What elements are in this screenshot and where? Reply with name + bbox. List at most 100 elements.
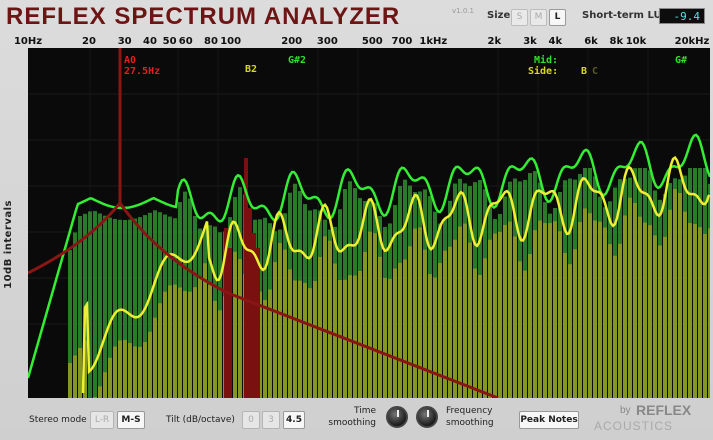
freq-tick-label: 20kHz — [674, 36, 710, 47]
spectrum-bar-side — [433, 277, 437, 398]
peak-notes-button[interactable]: Peak Notes — [519, 411, 579, 429]
spectrum-bar-side — [218, 310, 222, 398]
freq-tick-label: 500 — [361, 36, 383, 47]
spectrum-bar-side — [673, 188, 677, 398]
tilt-3-button[interactable]: 3 — [262, 411, 280, 429]
freq-tick-label: 300 — [316, 36, 338, 47]
spectrum-bar-side — [458, 226, 462, 398]
spectrum-bar-side — [358, 270, 362, 398]
spectrum-bar-side — [288, 269, 292, 398]
spectrum-bar — [103, 215, 107, 398]
stereo-ms-button[interactable]: M-S — [117, 411, 145, 429]
spectrum-bar-side — [338, 279, 342, 398]
spectrum-bar-side — [418, 227, 422, 398]
spectrum-bar-side — [353, 275, 357, 398]
spectrum-bar-side — [73, 355, 77, 398]
spectrum-bar-side — [423, 249, 427, 398]
time-smoothing-label-1: Time — [353, 406, 376, 416]
spectrum-bar-side — [653, 235, 657, 398]
spectrum-bar-side — [113, 346, 117, 398]
spectrum-bar — [128, 219, 132, 398]
spectrum-bar-side — [173, 284, 177, 398]
spectrum-bar-side — [98, 386, 102, 398]
spectrum-bar-side — [393, 268, 397, 398]
spectrum-bar-side — [503, 224, 507, 398]
tilt-4-5-button[interactable]: 4.5 — [283, 411, 305, 429]
spectrum-bar-side — [628, 197, 632, 398]
spectrum-bar-side — [573, 249, 577, 398]
freq-tick-label: 8k — [609, 36, 624, 47]
spectrum-bar-side — [178, 287, 182, 398]
spectrum-bar-side — [648, 225, 652, 398]
size-label: Size — [487, 10, 511, 21]
note-gs2: G#2 — [288, 55, 307, 66]
spectrum-bar-side — [208, 285, 212, 398]
spectrum-bar — [68, 250, 72, 398]
spectrum-bar-side — [638, 216, 642, 398]
peak-bar — [256, 248, 260, 398]
spectrum-bar-side — [303, 282, 307, 398]
spectrum-bar-side — [583, 208, 587, 398]
spectrum-bar-side — [403, 259, 407, 398]
freq-smoothing-label-1: Frequency — [446, 406, 493, 416]
tilt-0-button[interactable]: 0 — [242, 411, 260, 429]
spectrum-bar-side — [623, 215, 627, 398]
freq-tick-label: 20 — [82, 36, 96, 47]
side-spectrum-line — [81, 155, 710, 394]
spectrum-bar-side — [233, 251, 237, 398]
spectrum-bar-side — [528, 253, 532, 398]
spectrum-bar-side — [593, 220, 597, 398]
spectrum-canvas — [28, 48, 710, 398]
freq-tick-label: 10Hz — [13, 36, 43, 47]
spectrum-bar-side — [133, 346, 137, 398]
spectrum-bar-side — [428, 274, 432, 398]
spectrum-bar-side — [598, 221, 602, 398]
spectrum-bar — [123, 219, 127, 398]
spectrum-bar-side — [413, 228, 417, 398]
spectrum-bar-side — [633, 203, 637, 398]
spectrum-bar-side — [603, 227, 607, 398]
spectrum-bar-side — [283, 249, 287, 398]
spectrum-bar-side — [103, 372, 107, 398]
size-large-button[interactable]: L — [549, 9, 566, 26]
frequency-smoothing-knob[interactable] — [416, 406, 438, 428]
time-smoothing-knob[interactable] — [386, 406, 408, 428]
spectrum-bar-side — [688, 223, 692, 398]
spectrum-bar-side — [388, 278, 392, 398]
freq-tick-label: 100 — [220, 36, 242, 47]
spectrum-bar-side — [198, 277, 202, 398]
spectrum-bar-side — [703, 233, 707, 398]
spectrum-bar — [138, 217, 142, 398]
spectrum-bar — [113, 218, 117, 398]
spectrum-bar-side — [313, 281, 317, 398]
spectrum-bar-side — [618, 243, 622, 398]
spectrum-bar-side — [153, 317, 157, 398]
spectrum-bar-side — [578, 222, 582, 398]
spectrum-bar-side — [518, 261, 522, 398]
size-small-button[interactable]: S — [511, 9, 528, 26]
spectrum-bar — [93, 211, 97, 398]
spectrum-bar-side — [678, 193, 682, 398]
spectrum-bar — [73, 232, 77, 398]
note-b2: B2 — [245, 64, 258, 75]
version-label: v1.0.1 — [452, 7, 474, 15]
spectrum-bar-side — [563, 252, 567, 398]
size-medium-button[interactable]: M — [530, 9, 547, 26]
mid-label: Mid: — [534, 55, 559, 66]
spectrum-bar — [88, 211, 92, 398]
spectrum-bar-side — [138, 346, 142, 398]
spectrum-bar-side — [663, 236, 667, 398]
stereo-lr-button[interactable]: L-R — [90, 411, 114, 429]
stereo-mode-label: Stereo mode — [29, 415, 87, 425]
spectrum-bar-side — [613, 255, 617, 398]
spectrum-bar-side — [483, 258, 487, 398]
freq-tick-label: 4k — [548, 36, 563, 47]
spectrum-bar-side — [608, 244, 612, 398]
freq-tick-label: 80 — [204, 36, 218, 47]
spectrum-bar-side — [658, 245, 662, 398]
side-note-dim: C — [592, 66, 599, 77]
spectrum-bar-side — [588, 213, 592, 398]
spectrum-bar-side — [193, 287, 197, 398]
spectrum-bar-side — [188, 291, 192, 398]
spectrum-bar-side — [448, 246, 452, 398]
